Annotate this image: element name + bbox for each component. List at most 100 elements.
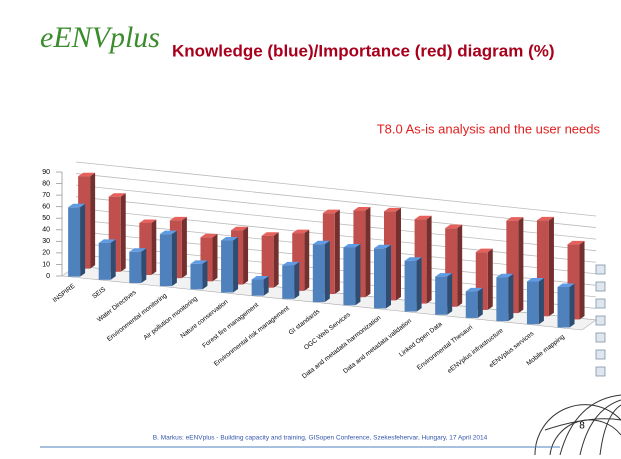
bar: [98, 242, 111, 280]
bar-side: [569, 283, 575, 328]
bar-top: [68, 203, 86, 208]
bar: [190, 263, 203, 290]
bar: [282, 265, 295, 299]
bar-top: [108, 193, 126, 197]
bar-side: [294, 261, 300, 299]
bar-top: [282, 261, 300, 266]
bar-top: [312, 240, 330, 245]
bar-top: [353, 207, 371, 211]
bar: [557, 287, 570, 328]
bar-top: [190, 260, 208, 264]
bar-top: [384, 207, 401, 212]
y-tick-label: 70: [42, 192, 50, 199]
bar-side: [181, 216, 187, 279]
bar-top: [343, 243, 361, 248]
bar-top: [251, 276, 269, 280]
grid-line: [75, 161, 597, 217]
bar-side: [263, 276, 269, 296]
bar: [496, 277, 509, 322]
bar-top: [475, 248, 493, 253]
bar-side: [538, 278, 544, 325]
bar-side: [90, 172, 96, 269]
bar-top: [374, 244, 391, 249]
bar-top: [169, 216, 187, 221]
bar-side: [171, 230, 177, 287]
logo: eENVplus: [40, 21, 160, 54]
bar: [159, 234, 172, 287]
bar-side: [80, 203, 86, 277]
bar-side: [151, 219, 157, 275]
footer-text: B. Markus: eENVplus - Building capacity …: [153, 435, 488, 442]
bar-side: [355, 243, 361, 306]
bar-top: [231, 226, 249, 231]
y-tick-label: 30: [42, 238, 50, 245]
side-icons: [595, 264, 606, 377]
bar: [129, 251, 142, 283]
bar-top: [465, 287, 483, 292]
y-tick-label: 60: [42, 204, 50, 211]
bar-top: [129, 248, 147, 252]
bar: [404, 260, 417, 312]
bar-top: [261, 232, 279, 236]
bar-top: [221, 237, 239, 241]
bar-top: [139, 219, 157, 223]
chart-subtitle: T8.0 As-is analysis and the user needs: [377, 121, 601, 136]
bar-top: [526, 278, 544, 282]
bar: [343, 247, 356, 306]
page-number: 8: [579, 421, 585, 432]
bar-side: [416, 257, 422, 312]
bar: [526, 281, 539, 325]
bar-side: [273, 232, 279, 288]
bar-side: [386, 244, 391, 309]
bar-side: [518, 217, 524, 314]
bar-side: [233, 237, 239, 293]
bar-side: [243, 226, 249, 285]
bar-top: [98, 239, 116, 243]
grid-line: [75, 173, 597, 228]
bar: [506, 220, 519, 314]
bar-side: [365, 207, 371, 298]
y-tick-label: 50: [42, 215, 50, 222]
bar-top: [414, 215, 432, 220]
bar-top: [506, 217, 524, 221]
bar-side: [120, 193, 126, 272]
bar: [435, 276, 448, 315]
bar: [68, 207, 81, 277]
bar-top: [404, 257, 422, 261]
bar-side: [548, 216, 554, 317]
bar-side: [508, 273, 514, 322]
bar-top: [292, 229, 310, 234]
y-tick-label: 20: [42, 250, 50, 257]
y-tick-label: 10: [42, 261, 50, 268]
bar-top: [445, 224, 463, 229]
bar: [221, 240, 234, 293]
bar-top: [435, 273, 453, 277]
bar-side: [487, 248, 493, 310]
bar-side: [457, 224, 463, 307]
bar-side: [141, 248, 147, 283]
bar: [374, 248, 386, 309]
slide-title: Knowledge (blue)/Importance (red) diagra…: [172, 41, 555, 60]
bar-side: [304, 229, 310, 291]
globe-logo: [534, 394, 621, 456]
bar-top: [557, 283, 575, 288]
bar-side: [324, 240, 330, 303]
bar: [312, 244, 325, 303]
y-tick-label: 80: [42, 180, 50, 187]
bar-top: [322, 209, 340, 214]
bar-top: [159, 230, 177, 235]
bar: [465, 291, 478, 318]
bar-top: [78, 172, 96, 177]
bar-side: [110, 239, 116, 280]
bar-side: [202, 260, 208, 290]
bar-top: [567, 240, 585, 245]
bar-side: [212, 233, 218, 282]
bar-top: [536, 216, 554, 221]
y-tick-label: 40: [42, 227, 50, 234]
bar-top: [496, 273, 514, 278]
bar: [261, 235, 274, 288]
y-tick-label: 90: [42, 169, 50, 176]
bar-side: [334, 209, 340, 295]
bar-side: [579, 240, 585, 320]
